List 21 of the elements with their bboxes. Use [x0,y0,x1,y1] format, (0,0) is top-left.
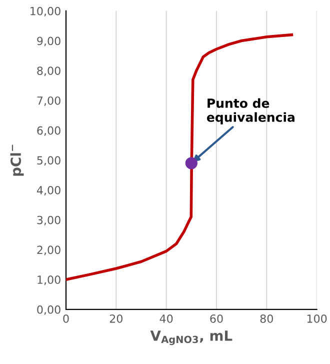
y-tick-label: 7,00 [37,96,60,106]
x-tick-label: 20 [110,314,122,323]
y-tick-label: 1,00 [38,276,60,286]
y-tick-label: 3,00 [37,216,60,226]
line-series [66,33,294,281]
y-tick-label: 0,00 [37,305,60,315]
y-tick-label: 8,00 [37,66,60,76]
y-axis-title: pCl$^{−}$ [10,144,24,176]
y-tick-label: 6,00 [37,126,60,136]
x-tick-label: 100 [307,314,327,323]
x-axis-title: V$_{AgNO3}$, mL [150,330,232,346]
x-tick-label: 0 [63,314,69,323]
y-tick-label: 10,00 [30,6,60,16]
x-tick-label: 60 [210,314,223,323]
y-tick-label: 5,00 [37,156,60,166]
x-tick-label: 80 [260,314,273,323]
x-tick-label: 40 [160,314,173,323]
y-tick-label: 9,00 [37,36,60,46]
y-tick-label: 2,00 [37,246,60,256]
annotation: Punto de equivalencia [206,98,294,124]
y-tick-label: 4,00 [36,186,60,196]
